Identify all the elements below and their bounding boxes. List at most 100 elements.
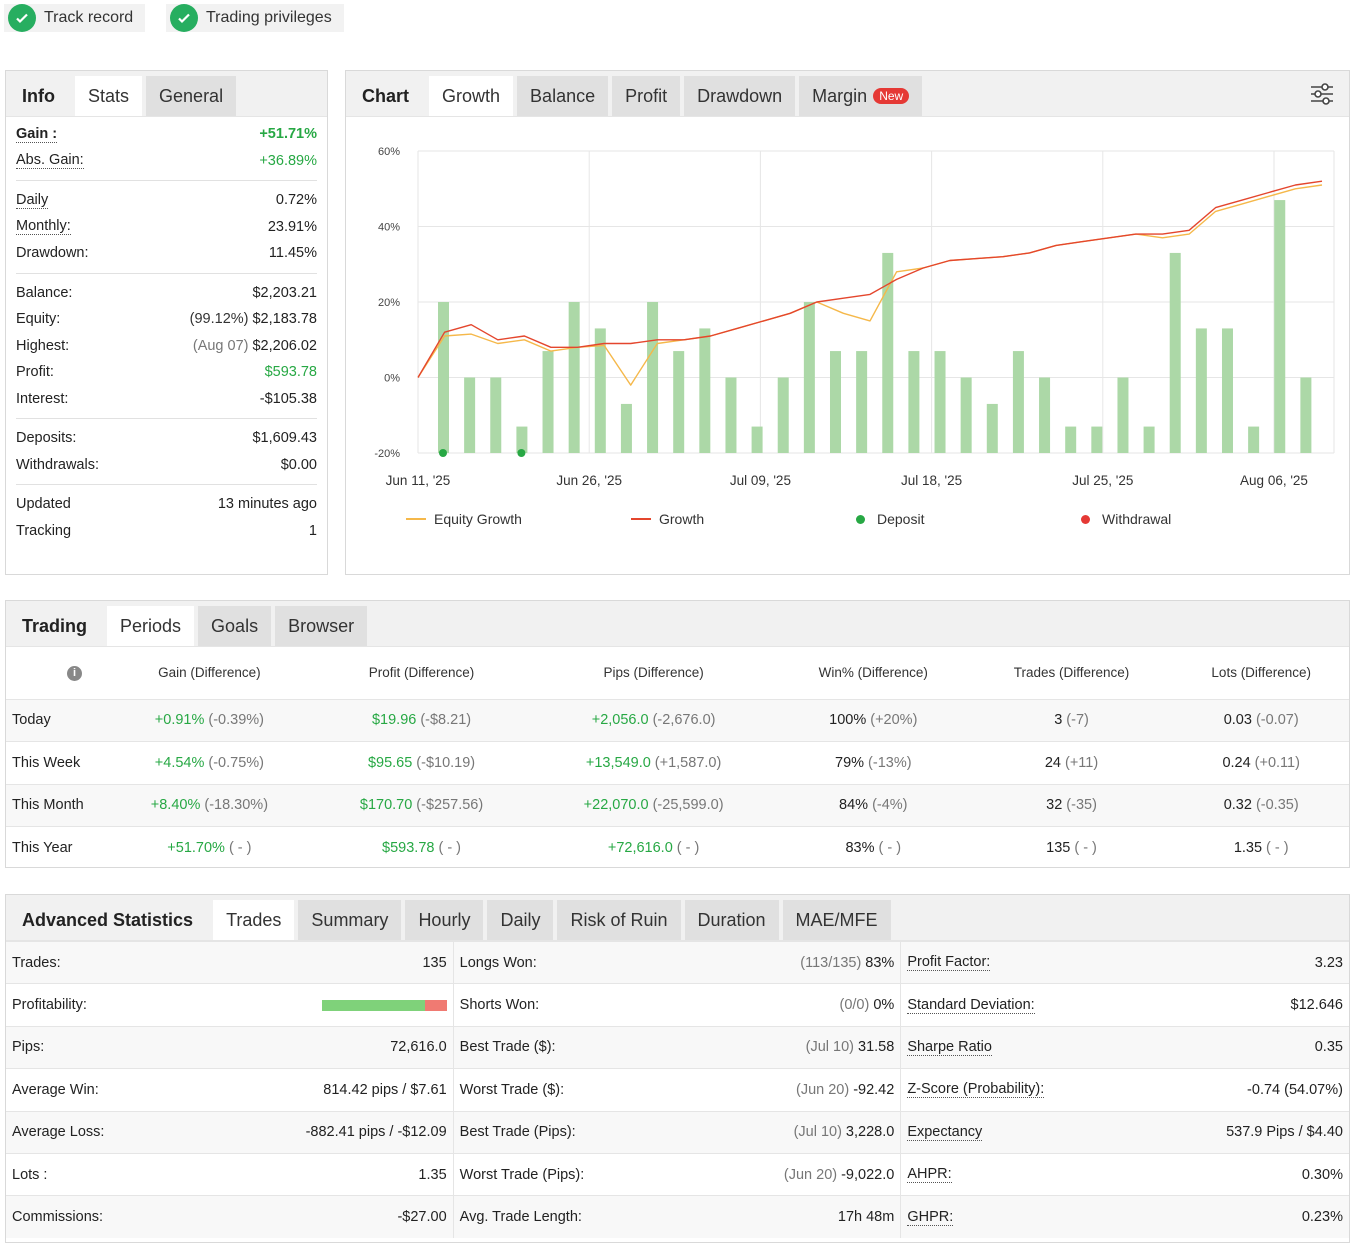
stat-label[interactable]: GHPR: bbox=[907, 1208, 954, 1226]
stat-label[interactable]: Profit Factor: bbox=[907, 954, 991, 972]
chart-bar bbox=[934, 351, 946, 453]
table-cell: 32 (-35) bbox=[969, 783, 1174, 827]
stat-row: Worst Trade (Pips): (Jun 20) -9,022.0 bbox=[453, 1152, 901, 1195]
tab-growth[interactable]: Growth bbox=[429, 76, 514, 116]
info-row-highest: Highest: (Aug 07) $2,206.02 bbox=[16, 337, 317, 354]
tab-browser[interactable]: Browser bbox=[275, 606, 368, 646]
stat-label: Profitability: bbox=[12, 997, 87, 1014]
info-row-updated: Updated 13 minutes ago bbox=[16, 496, 317, 513]
table-cell: 84% (-4%) bbox=[776, 783, 970, 827]
trading-privileges-badge[interactable]: Trading privileges bbox=[166, 4, 344, 32]
stat-value: 1.35 bbox=[418, 1166, 447, 1183]
table-cell: 0.03 (-0.07) bbox=[1173, 698, 1349, 742]
table-cell: 1.35( - ) bbox=[1173, 826, 1349, 869]
info-list: Gain : +51.71% Abs. Gain: +36.89% Daily 0.7… bbox=[6, 117, 327, 544]
tab-general[interactable]: General bbox=[146, 76, 237, 116]
tab-duration[interactable]: Duration bbox=[684, 900, 779, 940]
stat-row: Shorts Won: (0/0) 0% bbox=[453, 983, 901, 1025]
divider bbox=[16, 418, 317, 419]
stat-value: 72,616.0 bbox=[390, 1039, 447, 1056]
stat-label: Worst Trade ($): bbox=[459, 1081, 565, 1098]
y-tick-label: -20% bbox=[374, 448, 400, 460]
sliders-icon[interactable] bbox=[1309, 81, 1335, 107]
tab-stats[interactable]: Stats bbox=[75, 76, 143, 116]
chart-bar bbox=[725, 377, 737, 453]
info-icon[interactable]: i bbox=[67, 666, 82, 682]
table-cell: 0.32 (-0.35) bbox=[1173, 783, 1349, 827]
tab-margin[interactable]: Margin New bbox=[799, 76, 923, 116]
stat-row: Average Win: 814.42 pips / $7.61 bbox=[6, 1068, 453, 1110]
table-cell: 3 (-7) bbox=[969, 698, 1174, 742]
stat-row: Trades: 135 bbox=[6, 941, 453, 984]
stat-label[interactable]: Sharpe Ratio bbox=[907, 1038, 992, 1056]
stat-row: Pips: 72,616.0 bbox=[6, 1025, 453, 1069]
stat-row: Worst Trade ($): (Jun 20) -92.42 bbox=[453, 1068, 901, 1110]
chart-bar bbox=[908, 351, 920, 453]
tab-goals[interactable]: Goals bbox=[198, 606, 272, 646]
col-header: Profit (Difference) bbox=[368, 665, 475, 681]
stat-label: Longs Won: bbox=[459, 954, 537, 971]
tab-summary[interactable]: Summary bbox=[298, 900, 402, 940]
info-row-withdrawals: Withdrawals: $0.00 bbox=[16, 456, 317, 473]
tab-balance[interactable]: Balance bbox=[517, 76, 609, 116]
tab-hourly[interactable]: Hourly bbox=[405, 900, 484, 940]
period-label: This Week bbox=[6, 741, 106, 784]
tab-trading[interactable]: Trading bbox=[22, 615, 88, 636]
stat-label[interactable]: AHPR: bbox=[907, 1166, 952, 1184]
stat-row: Profitability: bbox=[6, 983, 453, 1025]
table-cell: +22,070.0 (-25,599.0) bbox=[530, 783, 777, 827]
chart-bar bbox=[856, 351, 868, 453]
periods-table: i Gain (Difference) Profit (Difference) … bbox=[6, 647, 1349, 869]
stat-value: 17h 48m bbox=[837, 1209, 895, 1226]
legend-deposit[interactable]: Deposit bbox=[856, 511, 1081, 527]
tab-daily[interactable]: Daily bbox=[487, 900, 554, 940]
tab-drawdown[interactable]: Drawdown bbox=[684, 76, 796, 116]
stat-label: Avg. Trade Length: bbox=[459, 1209, 582, 1226]
table-cell: 135( - ) bbox=[969, 826, 1174, 869]
tab-chart[interactable]: Chart bbox=[362, 85, 410, 106]
chart-bar bbox=[516, 426, 528, 453]
stat-label[interactable]: Z-Score (Probability): bbox=[907, 1081, 1045, 1099]
tab-mae-mfe[interactable]: MAE/MFE bbox=[782, 900, 891, 940]
legend-equity-growth[interactable]: Equity Growth bbox=[406, 511, 631, 527]
new-badge: New bbox=[873, 88, 910, 104]
table-cell: $170.70 (-$257.56) bbox=[312, 783, 531, 827]
table-cell: $19.96 (-$8.21) bbox=[312, 698, 531, 742]
legend-growth[interactable]: Growth bbox=[631, 511, 856, 527]
legend-withdrawal[interactable]: Withdrawal bbox=[1081, 511, 1306, 527]
table-header-row: i Gain (Difference) Profit (Difference) … bbox=[6, 647, 1349, 699]
stat-value: (0/0) 0% bbox=[839, 997, 895, 1014]
x-tick-label: Jun 11, '25 bbox=[386, 473, 451, 488]
tab-risk-of-ruin[interactable]: Risk of Ruin bbox=[557, 900, 681, 940]
growth-line bbox=[417, 180, 1323, 378]
table-row: This Year +51.70%( - ) $593.78( - ) +72,616… bbox=[6, 826, 1349, 869]
tab-periods[interactable]: Periods bbox=[107, 606, 195, 646]
col-header: Pips (Difference) bbox=[603, 665, 704, 681]
tab-trades[interactable]: Trades bbox=[213, 900, 295, 940]
x-tick-label: Jul 18, '25 bbox=[901, 473, 962, 488]
table-cell: 100% (+20%) bbox=[776, 698, 970, 742]
table-row: Today +0.91% (-0.39%) $19.96 (-$8.21) +2,056.… bbox=[6, 698, 1349, 742]
tab-advanced-statistics[interactable]: Advanced Statistics bbox=[22, 909, 194, 930]
stat-label[interactable]: Standard Deviation: bbox=[907, 996, 1035, 1014]
stat-value: 0.35 bbox=[1314, 1039, 1343, 1056]
track-record-badge[interactable]: Track record bbox=[4, 4, 146, 32]
chart-legend: Equity Growth Growth Deposit Withdrawal bbox=[406, 511, 1349, 527]
stat-value: -0.74 (54.07%) bbox=[1247, 1081, 1343, 1098]
col-header: Trades (Difference) bbox=[1013, 665, 1130, 681]
chart-bar bbox=[960, 377, 972, 453]
profitability-win bbox=[321, 999, 426, 1011]
y-tick-label: 60% bbox=[378, 146, 400, 158]
y-tick-label: 40% bbox=[378, 222, 400, 234]
chart-bar bbox=[620, 403, 632, 453]
stat-row: Sharpe Ratio 0.35 bbox=[901, 1025, 1349, 1069]
badge-label: Trading privileges bbox=[206, 9, 332, 26]
info-row-abs-gain: Abs. Gain: +36.89% bbox=[16, 152, 317, 170]
y-tick-label: 0% bbox=[384, 373, 400, 385]
chart-bar bbox=[1117, 377, 1129, 453]
tab-profit[interactable]: Profit bbox=[612, 76, 681, 116]
tab-info[interactable]: Info bbox=[22, 85, 55, 106]
table-cell: 79% (-13%) bbox=[776, 741, 970, 784]
col-header: Lots (Difference) bbox=[1211, 665, 1311, 681]
stat-label[interactable]: Expectancy bbox=[907, 1123, 983, 1141]
